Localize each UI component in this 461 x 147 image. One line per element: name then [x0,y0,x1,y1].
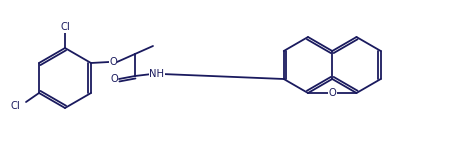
Text: NH: NH [149,69,165,79]
Text: O: O [110,74,118,84]
Text: Cl: Cl [10,101,20,111]
Text: Cl: Cl [60,22,70,32]
Text: O: O [109,57,117,67]
Text: O: O [328,88,336,98]
